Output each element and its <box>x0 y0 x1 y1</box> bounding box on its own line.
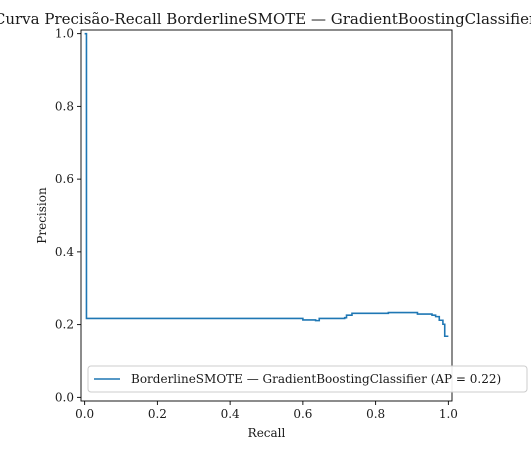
x-tick-label: 0.6 <box>293 407 312 421</box>
y-tick-label: 0.6 <box>55 172 74 186</box>
x-tick-label: 0.0 <box>75 407 94 421</box>
y-tick-label: 0.0 <box>55 390 74 404</box>
y-axis-label: Precision <box>35 187 49 244</box>
series-line-0 <box>84 32 449 338</box>
y-tick-label: 0.2 <box>55 318 74 332</box>
x-tick-label: 0.2 <box>148 407 167 421</box>
plot-area: 0.0 0.2 0.4 0.6 0.8 1.0 0.0 0.2 0.4 0.6 0.8 1.0 Bord… <box>55 27 528 421</box>
legend-label-0: BorderlineSMOTE — GradientBoostingClassi… <box>131 372 501 386</box>
chart-title: Curva Precisão-Recall BorderlineSMOTE — … <box>0 10 531 28</box>
y-tick-label: 0.8 <box>55 99 74 113</box>
axes-frame <box>80 29 453 402</box>
y-tick-label: 0.4 <box>55 245 74 259</box>
x-tick-label: 0.8 <box>366 407 385 421</box>
y-tick-label: 1.0 <box>55 27 74 41</box>
legend-box <box>87 365 528 393</box>
x-axis-label: Recall <box>248 426 286 440</box>
x-tick-label: 0.4 <box>221 407 240 421</box>
x-tick-label: 1.0 <box>439 407 458 421</box>
